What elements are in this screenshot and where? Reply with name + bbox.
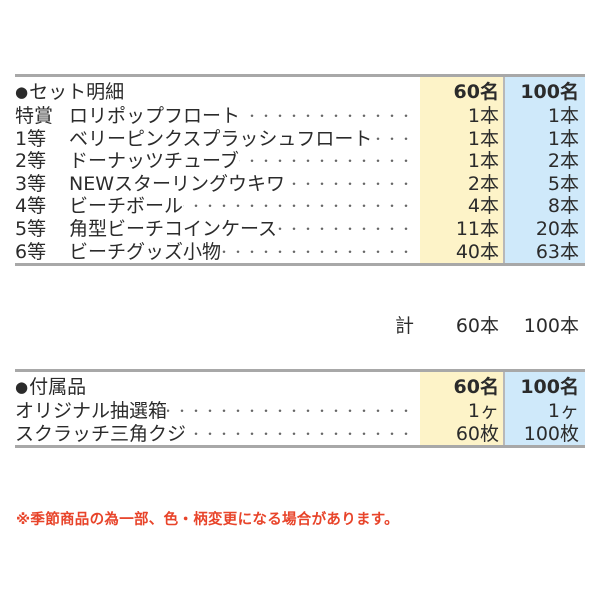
- grade-label: 1等: [15, 127, 47, 150]
- table-row: 4等 ビーチボール ・・・・・・・・・・・・・・・・・・・・・・・・・・・・・・…: [15, 195, 585, 218]
- qty-100: 8本: [547, 195, 579, 218]
- total-100: 100本: [523, 315, 579, 337]
- section-title: セット明細: [29, 81, 125, 103]
- qty-60: 1本: [467, 127, 499, 150]
- table-row: 特賞 ロリポップフロート ・・・・・・・・・・・・・・・・・・・・・・・・・・・…: [15, 105, 585, 128]
- qty-60: 40本: [455, 240, 499, 263]
- grade-label: 5等: [15, 217, 47, 240]
- leader-dots: ・・・・・・・・・・・・・・・・・・・・・・・・・・・・・・・・・・・・・・・・: [240, 109, 414, 123]
- table-row: オリジナル抽選箱 ・・・・・・・・・・・・・・・・・・・・・・・・・・・・・・・…: [15, 400, 585, 423]
- grade-label: 2等: [15, 150, 47, 173]
- qty-100: 2本: [547, 150, 579, 173]
- qty-60: 11本: [455, 217, 499, 240]
- column-100-background: [503, 372, 585, 446]
- total-label: 計: [394, 315, 414, 337]
- leader-dots: ・・・・・・・・・・・・・・・・・・・・・・・・・・・・・・・・・・・・・・・・: [285, 176, 414, 191]
- item-name: スクラッチ三角クジ: [15, 422, 187, 445]
- section-title: 付属品: [29, 376, 87, 398]
- total-60: 60本: [455, 315, 499, 337]
- item-name: ドーナッツチューブ: [69, 150, 239, 173]
- grade-label: 4等: [15, 195, 47, 218]
- qty-100: 1本: [547, 105, 579, 127]
- item-name: NEWスターリングウキワ: [69, 172, 286, 195]
- item-name: オリジナル抽選箱: [15, 400, 168, 422]
- leader-dots: ・・・・・・・・・・・・・・・・・・・・・・・・・・・・・・・・・・・・・・・・: [183, 199, 414, 214]
- leader-dots: ・・・・・・・・・・・・・・・・・・・・・・・・・・・・・・・・・・・・・・・・: [277, 221, 414, 236]
- column-header-60: 60名: [453, 81, 499, 103]
- grade-label: 3等: [15, 172, 47, 195]
- leader-dots: ・・・・・・・・・・・・・・・・・・・・・・・・・・・・・・・・・・・・・・・・: [372, 131, 414, 146]
- accessories-header: ● 付属品 60名 100名: [15, 372, 585, 400]
- column-header-100: 100名: [520, 81, 579, 103]
- set-details-header: ● セット明細 60名 100名: [15, 77, 585, 105]
- leader-dots: ・・・・・・・・・・・・・・・・・・・・・・・・・・・・・・・・・・・・・・・・: [167, 404, 414, 418]
- column-100-background: [503, 77, 585, 264]
- footnote: ※季節商品の為一部、色・柄変更になる場合があります。: [16, 512, 399, 528]
- qty-100: 100枚: [523, 422, 579, 445]
- qty-100: 5本: [547, 172, 579, 195]
- qty-60: 1本: [467, 105, 499, 127]
- column-60-background: [420, 77, 503, 264]
- bullet-icon: ●: [15, 378, 29, 396]
- table-row: 6等 ビーチグッズ小物 ・・・・・・・・・・・・・・・・・・・・・・・・・・・・…: [15, 241, 585, 264]
- qty-100: 63本: [535, 240, 579, 263]
- item-name: ロリポップフロート: [69, 105, 241, 127]
- item-name: ビーチボール: [69, 195, 184, 218]
- column-60-background: [420, 372, 503, 446]
- table-row: スクラッチ三角クジ ・・・・・・・・・・・・・・・・・・・・・・・・・・・・・・…: [15, 423, 585, 446]
- set-details-table: ● セット明細 60名 100名 特賞 ロリポップフロート ・・・・・・・・・・…: [15, 74, 585, 267]
- qty-60: 4本: [467, 195, 499, 218]
- qty-60: 60枚: [455, 422, 499, 445]
- table-row: 2等 ドーナッツチューブ ・・・・・・・・・・・・・・・・・・・・・・・・・・・…: [15, 150, 585, 173]
- leader-dots: ・・・・・・・・・・・・・・・・・・・・・・・・・・・・・・・・・・・・・・・・: [221, 244, 414, 259]
- qty-100: 20本: [535, 217, 579, 240]
- grade-label: 特賞: [15, 105, 54, 127]
- qty-60: 1ヶ: [467, 400, 499, 422]
- table-row: 3等 NEWスターリングウキワ ・・・・・・・・・・・・・・・・・・・・・・・・…: [15, 173, 585, 196]
- column-header-60: 60名: [453, 376, 499, 398]
- qty-60: 2本: [467, 172, 499, 195]
- item-name: ビーチグッズ小物: [69, 240, 222, 263]
- qty-100: 1本: [547, 127, 579, 150]
- grade-label: 6等: [15, 240, 47, 263]
- table-row: 1等 ベリーピンクスプラッシュフロート ・・・・・・・・・・・・・・・・・・・・…: [15, 128, 585, 151]
- item-name: 角型ビーチコインケース: [69, 217, 278, 240]
- item-name: ベリーピンクスプラッシュフロート: [69, 127, 373, 150]
- total-row: 計 60本 100本: [15, 314, 585, 338]
- qty-60: 1本: [467, 150, 499, 173]
- table-row: 5等 角型ビーチコインケース ・・・・・・・・・・・・・・・・・・・・・・・・・…: [15, 218, 585, 241]
- column-header-100: 100名: [520, 376, 579, 398]
- leader-dots: ・・・・・・・・・・・・・・・・・・・・・・・・・・・・・・・・・・・・・・・・: [186, 426, 414, 441]
- bullet-icon: ●: [15, 83, 29, 101]
- leader-dots: ・・・・・・・・・・・・・・・・・・・・・・・・・・・・・・・・・・・・・・・・: [239, 154, 414, 169]
- accessories-table: ● 付属品 60名 100名 オリジナル抽選箱 ・・・・・・・・・・・・・・・・…: [15, 369, 585, 449]
- qty-100: 1ヶ: [547, 400, 579, 422]
